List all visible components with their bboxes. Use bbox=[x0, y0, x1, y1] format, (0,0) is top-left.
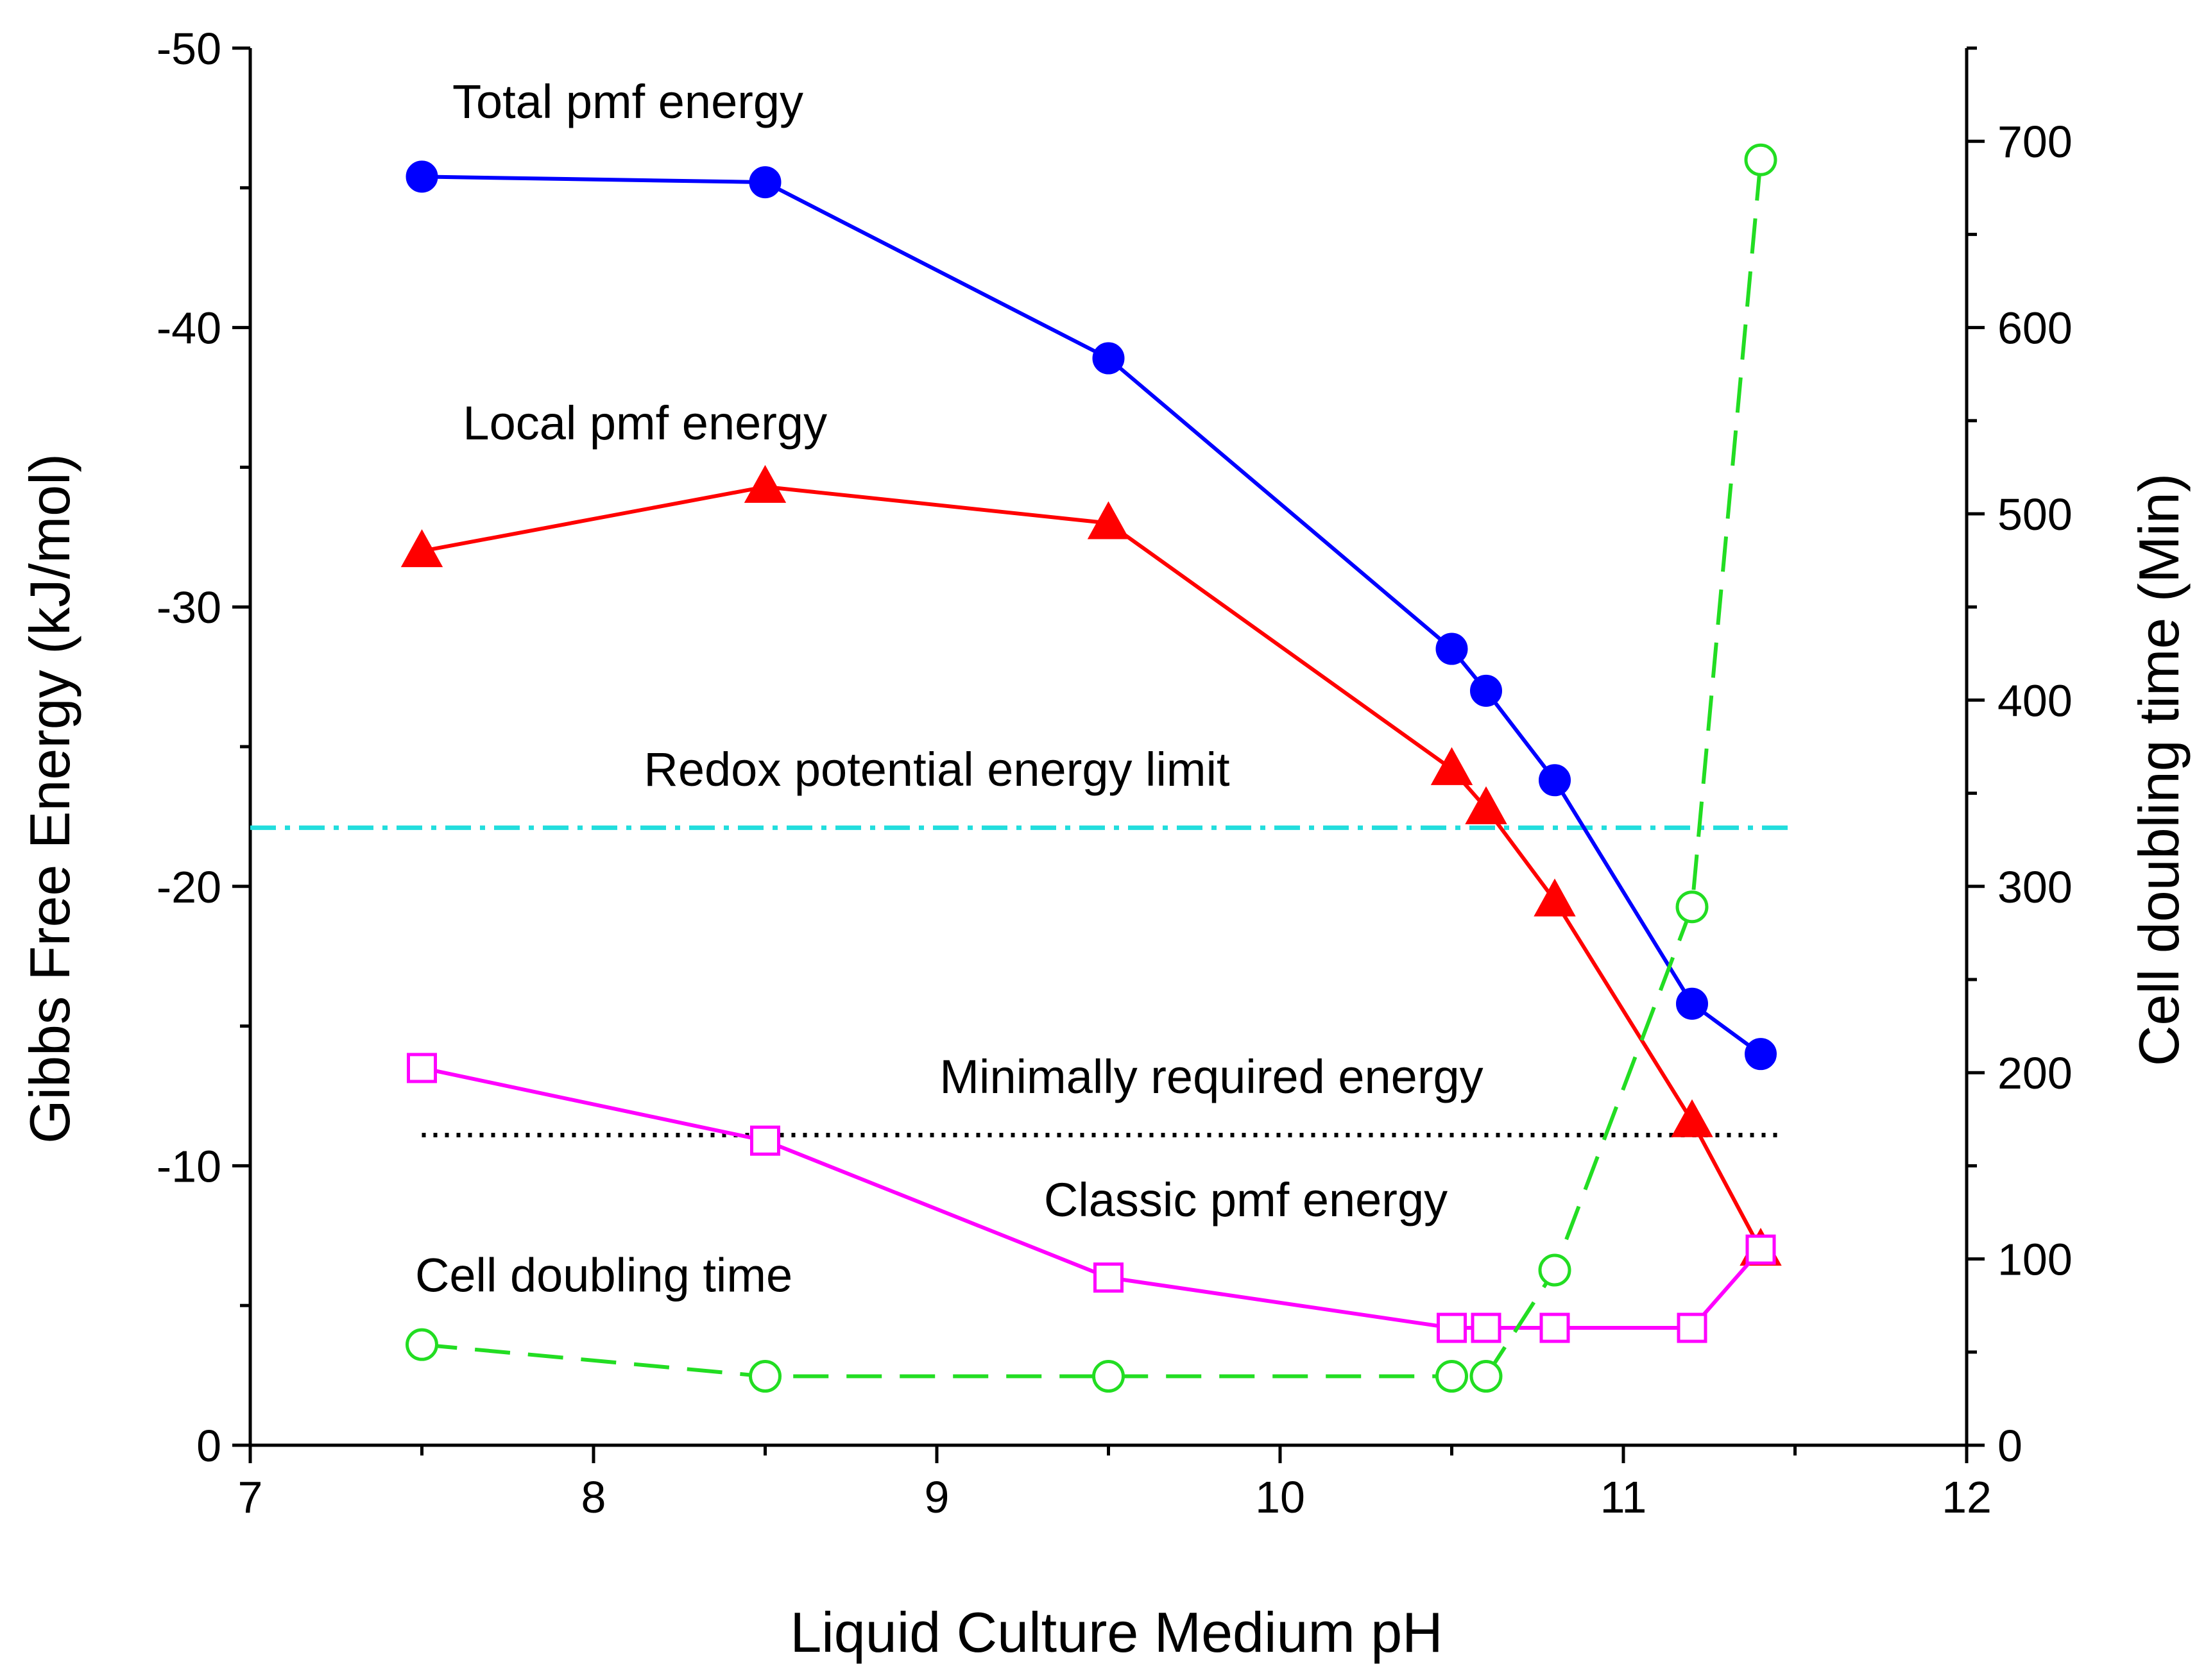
data-point bbox=[1092, 1360, 1125, 1393]
y-right-tick-label: 200 bbox=[1997, 1048, 2073, 1098]
data-point bbox=[1744, 143, 1777, 176]
data-point bbox=[750, 1125, 780, 1156]
data-point bbox=[1534, 878, 1576, 917]
y-right-tick-label: 100 bbox=[1997, 1235, 2073, 1285]
y-left-tick-label: -20 bbox=[157, 862, 221, 912]
data-point bbox=[1435, 1360, 1468, 1393]
y-right-tick-label: 700 bbox=[1997, 117, 2073, 167]
series-line bbox=[422, 174, 1762, 1056]
curve-label: Local pmf energy bbox=[463, 396, 827, 450]
data-point bbox=[1676, 987, 1708, 1020]
data-point bbox=[1677, 1312, 1707, 1343]
y-right-tick-label: 600 bbox=[1997, 303, 2073, 353]
data-point bbox=[1538, 1253, 1571, 1287]
data-point bbox=[1092, 342, 1125, 375]
series-line bbox=[422, 159, 1763, 1379]
y-right-tick-label: 300 bbox=[1997, 862, 2073, 912]
data-point bbox=[1471, 1312, 1501, 1343]
data-point bbox=[1465, 786, 1507, 824]
data-point bbox=[1745, 1234, 1776, 1265]
y-left-tick-label: -40 bbox=[157, 303, 221, 353]
x-tick-label: 7 bbox=[238, 1472, 263, 1522]
data-point bbox=[407, 1053, 437, 1083]
y-right-tick-label: 0 bbox=[1997, 1421, 2022, 1471]
y-left-tick-label: -50 bbox=[157, 24, 221, 74]
data-point bbox=[1539, 764, 1571, 797]
data-point bbox=[1435, 632, 1468, 665]
y-right-tick-label: 400 bbox=[1997, 675, 2073, 725]
curve-label: Classic pmf energy bbox=[1044, 1173, 1448, 1226]
curve-label: Minimally required energy bbox=[939, 1050, 1483, 1103]
series-group bbox=[400, 143, 1782, 1393]
data-point bbox=[1093, 1262, 1124, 1293]
data-point bbox=[400, 529, 443, 568]
data-point bbox=[1539, 1312, 1570, 1343]
y-right-tick-label: 500 bbox=[1997, 489, 2073, 539]
x-tick-label: 11 bbox=[1600, 1472, 1647, 1522]
series-line bbox=[421, 1066, 1763, 1330]
data-point bbox=[1675, 890, 1709, 924]
data-point bbox=[749, 1360, 782, 1393]
reference-lines-group bbox=[250, 825, 1795, 1137]
x-tick-label: 9 bbox=[925, 1472, 950, 1522]
data-point bbox=[1745, 1038, 1777, 1071]
data-point bbox=[749, 166, 782, 199]
curve-label: Redox potential energy limit bbox=[644, 743, 1230, 796]
axes-group: 7 8 9 10 11 120-10-20-30-40-50010020030040050… bbox=[157, 24, 2073, 1522]
y-left-tick-label: 0 bbox=[196, 1421, 221, 1471]
curve-label: Total pmf energy bbox=[452, 75, 803, 128]
data-point bbox=[1469, 1360, 1503, 1393]
y-left-tick-label: -30 bbox=[157, 582, 221, 632]
annotations-group: Total pmf energy Local pmf energy Redox po… bbox=[415, 75, 1483, 1302]
data-point bbox=[1087, 501, 1130, 539]
data-point bbox=[406, 160, 438, 193]
data-point bbox=[1470, 674, 1502, 707]
data-point bbox=[406, 1328, 438, 1361]
curve-label: Cell doubling time bbox=[415, 1248, 792, 1302]
y-left-tick-label: -10 bbox=[157, 1141, 221, 1191]
data-point bbox=[1671, 1099, 1713, 1137]
x-tick-label: 10 bbox=[1255, 1472, 1305, 1522]
x-axis-title: Liquid Culture Medium pH bbox=[790, 1600, 1442, 1664]
series-line bbox=[421, 484, 1763, 1251]
data-point bbox=[744, 464, 787, 503]
data-point bbox=[1437, 1312, 1467, 1343]
y-left-axis-title: Gibbs Free Energy (kJ/mol) bbox=[18, 454, 81, 1144]
data-point bbox=[1430, 747, 1473, 785]
x-tick-label: 8 bbox=[581, 1472, 606, 1522]
y-right-axis-title: Cell doubling time (Min) bbox=[2127, 473, 2191, 1066]
x-tick-label: 12 bbox=[1942, 1472, 1992, 1522]
